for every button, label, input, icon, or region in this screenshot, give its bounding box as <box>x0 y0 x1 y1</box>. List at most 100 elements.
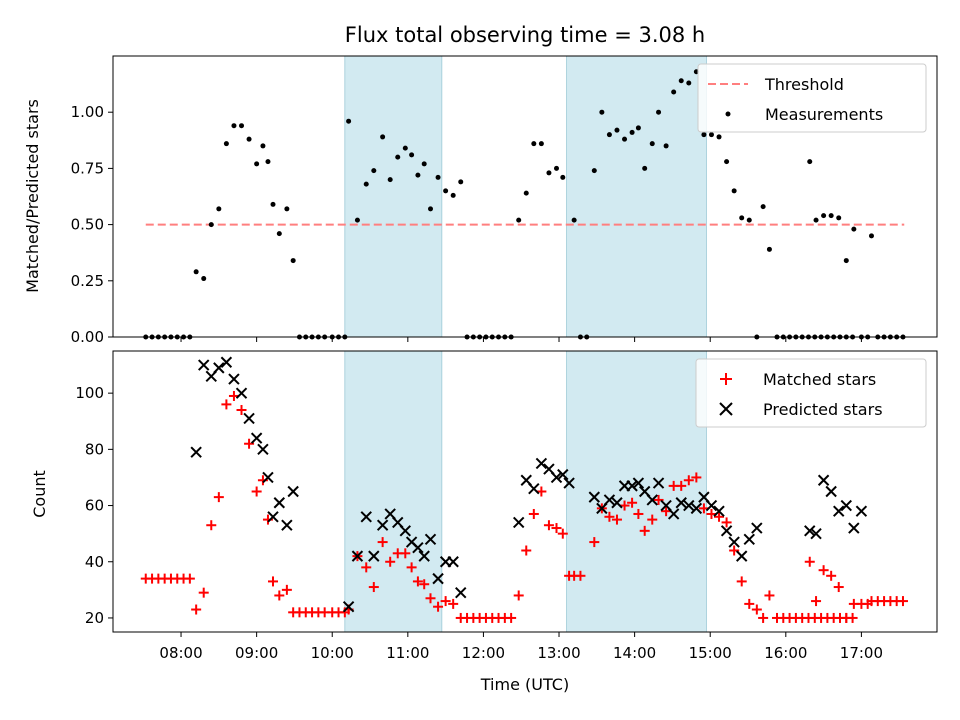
top-y-axis-label: Matched/Predicted stars <box>23 99 42 293</box>
measurement-point <box>409 152 415 158</box>
measurement-point <box>731 188 737 194</box>
measurement-point <box>216 206 222 212</box>
measurement-point <box>395 154 401 160</box>
matched-star-point <box>841 612 852 623</box>
measurement-point <box>606 132 612 138</box>
predicted-star-point <box>342 601 355 613</box>
matched-star-point <box>557 528 568 539</box>
measurement-point <box>560 174 566 180</box>
matched-star-point <box>448 598 459 609</box>
measurement-point <box>766 246 772 252</box>
legend-threshold-label: Threshold <box>764 75 844 94</box>
predicted-star-point <box>840 499 852 512</box>
measurement-point <box>443 188 449 194</box>
predicted-star-point <box>528 482 540 495</box>
bottom-legend-box <box>695 358 927 428</box>
predicted-star-point <box>810 527 822 540</box>
measurement-point <box>260 143 266 149</box>
matched-star-point <box>604 511 615 522</box>
measurement-point <box>223 141 229 147</box>
matched-star-point <box>627 497 638 508</box>
shaded-interval <box>344 350 443 633</box>
matched-star-point <box>198 587 209 598</box>
measurement-point <box>428 206 434 212</box>
matched-star-point <box>647 514 658 525</box>
matched-star-point <box>361 562 372 573</box>
measurement-point <box>546 170 552 176</box>
legend-matched-label: Matched stars <box>763 370 876 389</box>
predicted-star-point <box>855 505 868 517</box>
predicted-star-point <box>652 477 665 489</box>
matched-star-point <box>385 556 396 567</box>
matched-star-point <box>764 590 775 601</box>
matched-star-point <box>611 514 622 525</box>
matched-star-point <box>804 556 815 567</box>
predicted-star-point <box>287 485 299 498</box>
legend-measurements-label: Measurements <box>765 105 883 124</box>
matched-star-point <box>736 576 747 587</box>
matched-star-point <box>521 545 532 556</box>
measurement-point <box>843 258 849 264</box>
measurement-point <box>208 222 214 228</box>
top-shaded-intervals <box>344 55 707 338</box>
measurement-point <box>635 125 641 131</box>
predicted-star-point <box>563 477 575 489</box>
measurement-point <box>813 217 819 223</box>
y-tick-label: 20 <box>85 609 104 627</box>
y-tick-label: 0.00 <box>71 328 104 346</box>
predicted-star-point <box>713 505 725 517</box>
measurement-point <box>553 165 559 171</box>
predicted-star-point <box>751 522 763 534</box>
matched-star-point <box>236 405 247 416</box>
matched-star-point <box>412 576 423 587</box>
top-legend-box <box>697 63 927 133</box>
matched-star-point <box>536 486 547 497</box>
predicted-star-point <box>705 499 718 512</box>
predicted-star-point <box>557 468 569 481</box>
x-tick-label: 14:00 <box>613 644 656 662</box>
top-x-ticks <box>180 337 862 342</box>
measurement-point <box>239 123 245 129</box>
matched-star-point <box>758 612 769 623</box>
predicted-star-point <box>399 525 412 537</box>
top-y-ticks: 0.00 0.25 0.50 0.75 1.00 <box>71 103 113 346</box>
measurement-point <box>254 161 260 167</box>
bottom-y-ticks: 20 40 60 80 100 <box>75 384 113 627</box>
measurement-point <box>231 123 237 129</box>
x-tick-label: 08:00 <box>159 644 202 662</box>
measurement-point <box>387 177 393 183</box>
matched-star-point <box>897 596 908 607</box>
measurement-point <box>642 165 648 171</box>
predicted-star-point <box>360 511 372 523</box>
predicted-star-point <box>512 516 525 529</box>
measurement-point <box>760 204 766 210</box>
predicted-star-point <box>632 477 645 489</box>
ratio-panel: 0.00 0.25 0.50 0.75 1.00 Flux total observin… <box>23 23 938 346</box>
measurement-point <box>201 276 207 282</box>
measurement-point <box>538 141 544 147</box>
matched-star-point <box>513 590 524 601</box>
predicted-star-point <box>228 373 240 385</box>
matched-star-point <box>406 562 417 573</box>
legend-predicted-label: Predicted stars <box>763 400 883 419</box>
measurement-point <box>290 258 296 264</box>
measurement-point <box>193 269 199 275</box>
matched-star-point <box>251 486 262 497</box>
predicted-star-point <box>267 511 279 523</box>
measurement-point <box>724 159 730 165</box>
predicted-star-point <box>667 508 680 520</box>
predicted-star-point <box>683 499 695 512</box>
measurement-point <box>523 190 529 196</box>
predicted-star-point <box>720 525 733 537</box>
matched-star-point <box>661 506 672 517</box>
measurement-point <box>354 217 360 223</box>
predicted-star-point <box>273 497 286 509</box>
measurement-point <box>739 215 745 221</box>
measurement-point <box>402 145 408 151</box>
matched-star-point <box>419 579 430 590</box>
predicted-star-point <box>424 533 437 545</box>
predicted-star-point <box>728 536 740 548</box>
predicted-star-point <box>262 471 274 484</box>
matched-star-point <box>691 472 702 483</box>
